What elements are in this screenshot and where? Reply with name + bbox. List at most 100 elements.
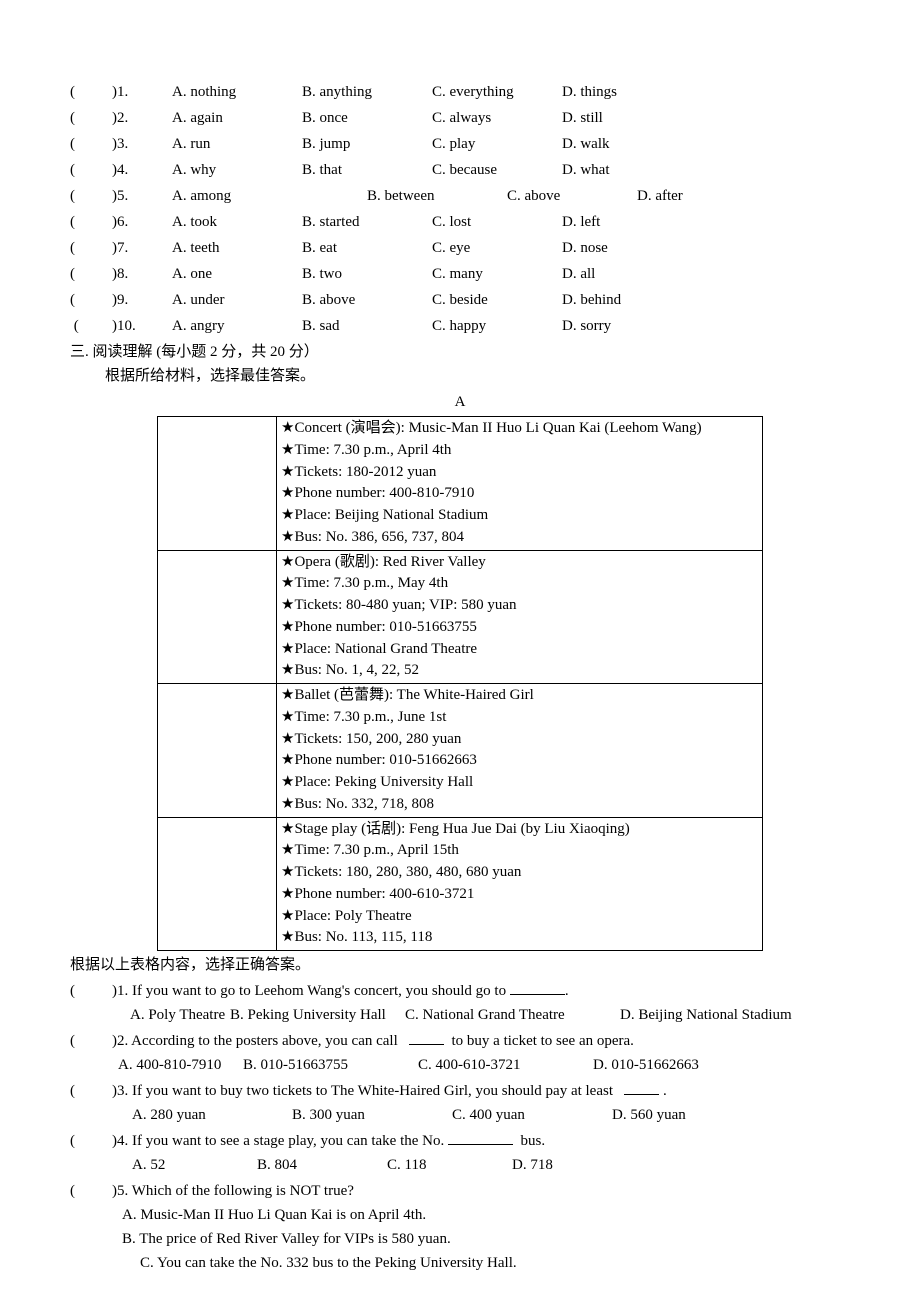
cloze-num: )1. [112,80,172,104]
cloze-opt-c[interactable]: C. eye [432,236,562,260]
cloze-num: )6. [112,210,172,234]
cloze-opt-d[interactable]: D. things [562,80,692,104]
q3-opt-c[interactable]: C. 400 yuan [452,1103,612,1127]
q3-opt-d[interactable]: D. 560 yuan [612,1103,686,1127]
cloze-opt-b[interactable]: B. two [302,262,432,286]
answer-blank[interactable] [88,314,112,338]
cloze-opt-a[interactable]: A. again [172,106,302,130]
answer-blank[interactable] [88,1179,112,1203]
q2-opt-b[interactable]: B. 010-51663755 [243,1053,418,1077]
cloze-opt-c[interactable]: C. many [432,262,562,286]
q4-opt-d[interactable]: D. 718 [512,1153,553,1177]
event-line: ★Phone number: 010-51663755 [281,617,758,639]
answer-blank[interactable] [88,979,112,1003]
q3-opt-a[interactable]: A. 280 yuan [132,1103,292,1127]
q1-opt-a[interactable]: A. Poly Theatre [130,1003,230,1027]
cloze-opt-d[interactable]: D. left [562,210,692,234]
answer-blank[interactable] [88,158,112,182]
event-line: ★Ballet (芭蕾舞): The White-Haired Girl [281,685,758,707]
cloze-opt-c[interactable]: C. always [432,106,562,130]
question-2-stem: )2. According to the posters above, you … [112,1029,850,1053]
cloze-opt-a[interactable]: A. one [172,262,302,286]
cloze-opt-a[interactable]: A. nothing [172,80,302,104]
paren-open: ( [70,262,88,286]
event-line: ★Place: National Grand Theatre [281,639,758,661]
q4-opt-a[interactable]: A. 52 [132,1153,257,1177]
answer-blank[interactable] [88,106,112,130]
cloze-opt-d[interactable]: D. walk [562,132,692,156]
cloze-opt-a[interactable]: A. why [172,158,302,182]
q4-opt-c[interactable]: C. 118 [387,1153,512,1177]
cloze-opt-c[interactable]: C. because [432,158,562,182]
cloze-opt-d[interactable]: D. all [562,262,692,286]
answer-blank[interactable] [88,184,112,208]
cloze-opt-d[interactable]: D. still [562,106,692,130]
q3-text-b: . [659,1083,667,1099]
fill-blank[interactable] [624,1081,659,1096]
q1-opt-c[interactable]: C. National Grand Theatre [405,1003,620,1027]
cloze-opt-a[interactable]: A. among [172,184,367,208]
q5-opt-c[interactable]: C. You can take the No. 332 bus to the P… [70,1251,850,1275]
event-detail-cell: ★Concert (演唱会): Music-Man II Huo Li Quan… [277,417,763,551]
answer-blank[interactable] [88,262,112,286]
cloze-opt-b[interactable]: B. above [302,288,432,312]
q2-opt-a[interactable]: A. 400-810-7910 [118,1053,243,1077]
cloze-row: ()8.A. oneB. twoC. manyD. all [70,262,850,286]
event-image-cell [158,550,277,684]
cloze-opt-b[interactable]: B. sad [302,314,432,338]
answer-blank[interactable] [88,236,112,260]
cloze-opt-a[interactable]: A. run [172,132,302,156]
q1-opt-d[interactable]: D. Beijing National Stadium [620,1003,792,1027]
q2-opt-d[interactable]: D. 010-51662663 [593,1053,699,1077]
cloze-opt-c[interactable]: C. above [507,184,637,208]
fill-blank[interactable] [510,981,565,996]
paren-open: ( [70,210,88,234]
cloze-opt-d[interactable]: D. sorry [562,314,692,338]
cloze-opt-b[interactable]: B. that [302,158,432,182]
event-line: ★Tickets: 150, 200, 280 yuan [281,729,758,751]
answer-blank[interactable] [88,1129,112,1153]
cloze-opt-d[interactable]: D. nose [562,236,692,260]
q2-opt-c[interactable]: C. 400-610-3721 [418,1053,593,1077]
cloze-opt-c[interactable]: C. play [432,132,562,156]
q5-opt-a[interactable]: A. Music-Man II Huo Li Quan Kai is on Ap… [70,1203,850,1227]
answer-blank[interactable] [88,1079,112,1103]
paren-open: ( [70,979,88,1003]
cloze-opt-c[interactable]: C. happy [432,314,562,338]
fill-blank[interactable] [448,1131,513,1146]
cloze-num: )5. [112,184,172,208]
cloze-opt-d[interactable]: D. behind [562,288,692,312]
event-detail-cell: ★Ballet (芭蕾舞): The White-Haired Girl★Tim… [277,684,763,818]
fill-blank[interactable] [409,1031,444,1046]
cloze-opt-b[interactable]: B. anything [302,80,432,104]
cloze-opt-b[interactable]: B. between [367,184,507,208]
answer-blank[interactable] [88,210,112,234]
cloze-opt-b[interactable]: B. started [302,210,432,234]
question-1: ( )1. If you want to go to Leehom Wang's… [70,979,850,1003]
cloze-opt-c[interactable]: C. everything [432,80,562,104]
q1-opt-b[interactable]: B. Peking University Hall [230,1003,405,1027]
cloze-opt-a[interactable]: A. took [172,210,302,234]
event-line: ★Bus: No. 1, 4, 22, 52 [281,660,758,682]
answer-blank[interactable] [88,288,112,312]
cloze-opt-b[interactable]: B. eat [302,236,432,260]
event-row: ★Stage play (话剧): Feng Hua Jue Dai (by L… [158,817,763,951]
q5-opt-b[interactable]: B. The price of Red River Valley for VIP… [70,1227,850,1251]
cloze-opt-d[interactable]: D. after [637,184,683,208]
q1-text-a: )1. If you want to go to Leehom Wang's c… [112,983,510,999]
q3-opt-b[interactable]: B. 300 yuan [292,1103,452,1127]
answer-blank[interactable] [88,132,112,156]
answer-blank[interactable] [88,80,112,104]
cloze-opt-a[interactable]: A. under [172,288,302,312]
cloze-opt-c[interactable]: C. beside [432,288,562,312]
answer-blank[interactable] [88,1029,112,1053]
event-line: ★Phone number: 400-810-7910 [281,483,758,505]
q4-opt-b[interactable]: B. 804 [257,1153,387,1177]
cloze-opt-b[interactable]: B. once [302,106,432,130]
cloze-opt-a[interactable]: A. angry [172,314,302,338]
cloze-opt-b[interactable]: B. jump [302,132,432,156]
cloze-opt-d[interactable]: D. what [562,158,692,182]
cloze-row: ()1.A. nothingB. anythingC. everythingD.… [70,80,850,104]
cloze-opt-a[interactable]: A. teeth [172,236,302,260]
cloze-opt-c[interactable]: C. lost [432,210,562,234]
